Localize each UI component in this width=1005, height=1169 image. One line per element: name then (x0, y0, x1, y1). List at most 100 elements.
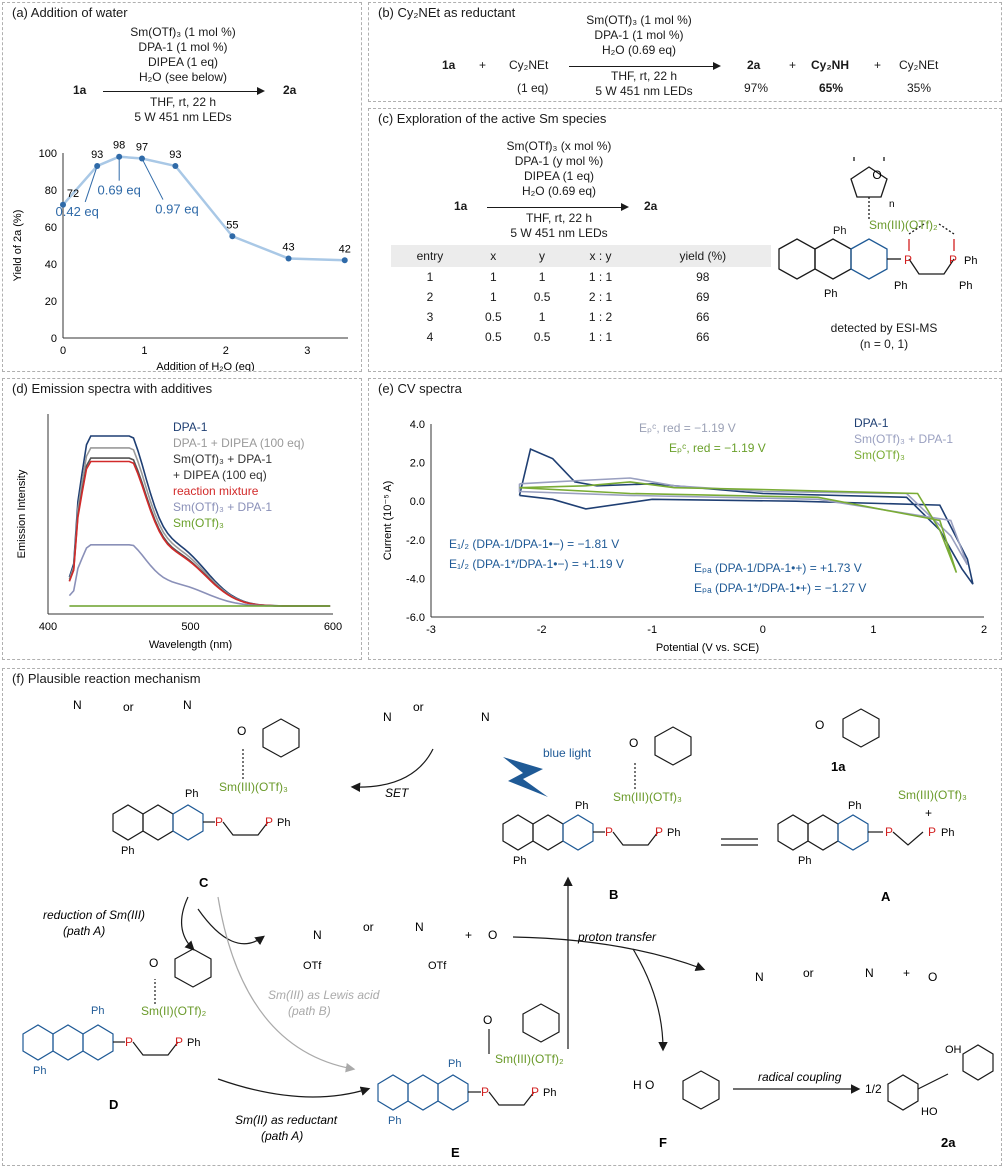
or-text: or (123, 700, 134, 714)
cond-line: THF, rt, 22 h (610, 69, 678, 83)
sm2-reductant-arrow (217, 1078, 371, 1098)
complex-b (502, 726, 692, 851)
sm2-reductant-label: Sm(II) as reductant (235, 1113, 338, 1127)
data-point (60, 201, 66, 208)
n-atom: N (73, 698, 82, 712)
cond-line: Sm(OTf)₃ (1 mol %) (586, 13, 692, 27)
plus-sign: + (925, 806, 932, 820)
cv-series-line (518, 477, 969, 566)
or-text: or (803, 966, 814, 980)
ring (112, 804, 144, 841)
lewis-acid-label: Sm(III) as Lewis acid (268, 988, 380, 1002)
reaction-arrow (569, 62, 721, 70)
p-atom: P (928, 825, 936, 839)
col-header: y (517, 245, 567, 267)
panel-a: (a) Addition of water Sm(OTf)₃ (1 mol %)… (2, 2, 362, 372)
label-1a: 1a (831, 759, 846, 774)
phenyl-ring (174, 948, 212, 988)
legend-item: reaction mixture (173, 484, 259, 498)
panel-d-title: (d) Emission spectra with additives (9, 381, 216, 396)
label-2a: 2a (941, 1135, 956, 1150)
table-row: 1 1 1 1 : 1 98 (391, 267, 771, 287)
data-label: 93 (169, 149, 181, 161)
x-tick-label: 1 (870, 624, 876, 636)
data-label: 98 (113, 140, 125, 152)
complex-d (22, 948, 212, 1061)
label-b: B (609, 887, 618, 902)
subscript-n: n (889, 199, 895, 210)
cond-line: 5 W 451 nm LEDs (595, 84, 693, 98)
phenyl-ring (682, 1070, 720, 1110)
ph-label: Ph (848, 800, 861, 812)
ph-label: Ph (388, 1115, 401, 1127)
otf-label: OTf (303, 960, 322, 972)
data-label: 93 (91, 149, 103, 161)
mechanism-scheme: O Sm(III)(OTf)₃ P P Ph Ph Ph C or N N or… (22, 698, 994, 1160)
cell: 66 (696, 310, 710, 324)
data-label: 42 (339, 243, 351, 255)
ph-label: Ph (187, 1037, 200, 1049)
bridge (222, 821, 269, 836)
cell: 0.5 (484, 330, 502, 344)
y-tick-label: -2.0 (406, 535, 425, 547)
cell: 2 (426, 290, 434, 304)
ring (52, 1024, 84, 1061)
legend-item: Sm(OTf)₃ (854, 448, 905, 462)
panel-c: (c) Exploration of the active Sm species… (368, 108, 1002, 372)
phenyl-ring (522, 1003, 560, 1043)
proton-transfer-label: proton transfer (577, 930, 657, 944)
oxygen-atom: O (928, 970, 937, 984)
complex-c (112, 718, 300, 841)
water-eq-annotation: 0.97 eq (155, 202, 198, 217)
phenyl-ring (962, 1044, 994, 1081)
x-tick-label: 3 (304, 345, 310, 357)
reactant-label: 1a (442, 58, 456, 72)
label-d: D (109, 1097, 118, 1112)
ring (437, 1074, 469, 1111)
data-label: 43 (282, 241, 294, 253)
yield-chart: 0 20 40 60 80 100 0 1 2 3 Addition of H₂O (eq) Yiel… (12, 140, 351, 371)
cell: 0.5 (533, 330, 551, 344)
ring (502, 814, 534, 851)
ethylene-bridge (908, 258, 955, 275)
n-atom: N (755, 970, 764, 984)
esi-ms-note: detected by ESI-MS (830, 321, 938, 335)
p-atom: P (605, 825, 613, 839)
data-point (94, 162, 101, 169)
cond-line: Sm(OTf)₃ (x mol %) (506, 139, 612, 153)
oxygen-atom: O (483, 1013, 492, 1027)
p-atom: P (175, 1035, 183, 1049)
data-label: 97 (136, 142, 148, 154)
y-axis-label: Yield of 2a (%) (12, 210, 24, 282)
ph-label: Ph (941, 827, 954, 839)
data-point (285, 255, 292, 262)
cond-line: DPA-1 (1 mol %) (138, 40, 228, 54)
x-tick-label: -1 (647, 624, 657, 636)
label-c: C (199, 875, 209, 890)
anthracene-ring-1 (778, 238, 816, 280)
ring (532, 814, 564, 851)
data-point (172, 162, 179, 169)
plus-sign: + (874, 58, 882, 72)
reagent-label: Cy₂NEt (509, 58, 549, 72)
water-molecule: O (488, 928, 497, 942)
o-sm-bond (908, 223, 925, 235)
y-tick-label: 40 (45, 259, 57, 271)
bond (917, 1073, 949, 1090)
p-atom: P (481, 1085, 489, 1099)
half-label: 1/2 (865, 1082, 882, 1096)
cv-series-line (519, 481, 958, 573)
cell: 4 (426, 330, 434, 344)
table-header-row: entry x y x : y yield (%) (391, 245, 771, 267)
cell: 1 : 1 (588, 270, 613, 284)
x-tick-label: 1 (141, 345, 147, 357)
ph-label: Ph (575, 800, 588, 812)
cond-line: THF, rt, 22 h (525, 211, 593, 225)
reactant-label: 1a (73, 83, 87, 97)
cell: 1 (538, 270, 546, 284)
epa-annotation: Eₚₐ (DPA-1*/DPA-1•+) = −1.27 V (694, 581, 867, 595)
cell: 98 (696, 270, 710, 284)
path-b-arrow (217, 896, 356, 1073)
ph-label: Ph (121, 845, 134, 857)
sm-label: Sm(III)(OTf)₂ (495, 1052, 564, 1066)
